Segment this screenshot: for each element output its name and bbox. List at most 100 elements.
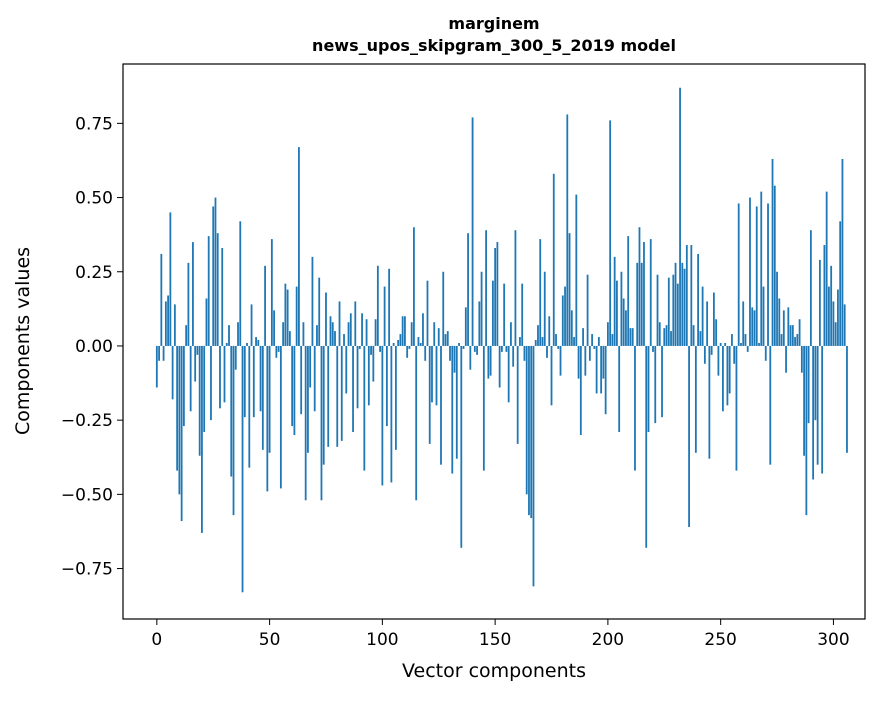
chart-title: marginem: [448, 14, 539, 33]
bar: [347, 322, 350, 346]
bar: [839, 221, 842, 346]
bar: [343, 334, 345, 346]
bar: [541, 337, 544, 346]
bar: [476, 345, 478, 355]
bar: [329, 316, 332, 346]
bar: [645, 345, 648, 548]
bar: [435, 345, 438, 406]
bar: [846, 345, 848, 453]
bar: [322, 345, 325, 465]
bar: [625, 310, 627, 346]
bar: [516, 345, 519, 444]
bar: [221, 248, 224, 346]
x-tick-label: 50: [259, 630, 281, 650]
bar: [500, 345, 503, 352]
bar: [809, 230, 812, 346]
bar: [742, 301, 745, 346]
bar: [399, 334, 402, 346]
bar: [616, 280, 618, 346]
bar: [649, 239, 652, 346]
bar: [189, 345, 192, 412]
bar: [298, 147, 300, 346]
bar: [652, 345, 654, 352]
bar: [388, 268, 391, 346]
bar: [219, 345, 221, 409]
bar: [631, 328, 634, 346]
bar: [773, 185, 776, 346]
bar: [212, 206, 215, 346]
bar: [194, 345, 197, 382]
bar: [791, 325, 794, 346]
bar: [394, 345, 397, 450]
bar: [291, 345, 294, 427]
bar: [588, 345, 591, 361]
x-tick-label: 200: [592, 630, 624, 650]
bar: [676, 283, 679, 346]
bar: [345, 345, 348, 394]
bar: [496, 242, 499, 346]
bar: [379, 345, 381, 352]
bar: [611, 334, 614, 346]
bar: [726, 345, 729, 406]
bar: [363, 345, 366, 471]
bar: [277, 345, 280, 352]
bar: [255, 337, 257, 346]
bar: [250, 304, 253, 346]
bar: [155, 345, 158, 388]
bar: [426, 280, 429, 346]
bar: [442, 271, 445, 346]
bar: [636, 262, 639, 346]
bar: [270, 239, 273, 346]
bar: [548, 316, 551, 346]
y-axis-ticks: −0.75 −0.50 −0.25 0.00 0.25 0.50 0.75: [61, 114, 123, 580]
bar: [606, 322, 609, 346]
bar: [620, 271, 623, 346]
bar: [512, 345, 515, 367]
bar: [719, 342, 722, 346]
bar: [530, 345, 533, 519]
bar: [782, 310, 785, 346]
bar: [595, 345, 598, 394]
bar: [392, 342, 395, 346]
bar: [381, 345, 384, 486]
y-tick-label: 0.00: [75, 337, 113, 357]
bar: [555, 334, 557, 346]
bar: [575, 194, 578, 346]
bar: [482, 345, 485, 471]
bar: [446, 331, 449, 346]
bar: [460, 345, 463, 548]
bar: [577, 345, 580, 379]
bar: [534, 340, 537, 346]
bar: [169, 212, 172, 346]
bar: [591, 334, 593, 346]
bar: [762, 286, 765, 346]
bar: [737, 203, 740, 346]
bar: [372, 345, 375, 382]
bar: [699, 331, 702, 346]
bar: [834, 322, 837, 346]
bar: [803, 345, 805, 456]
bar: [830, 265, 833, 346]
bar: [780, 334, 783, 346]
bar: [431, 345, 433, 403]
bar: [519, 337, 521, 346]
bar: [232, 345, 235, 516]
bar: [778, 298, 781, 346]
bar: [239, 221, 242, 346]
bar: [796, 334, 799, 346]
bar: [234, 345, 237, 370]
y-tick-label: 0.75: [75, 114, 113, 134]
bar: [349, 313, 352, 346]
bar: [584, 345, 587, 376]
bar: [733, 345, 736, 364]
bar: [205, 298, 208, 346]
bar: [503, 283, 506, 346]
bar: [327, 345, 330, 447]
bar: [356, 345, 359, 409]
bar: [376, 265, 379, 346]
y-tick-label: −0.75: [61, 560, 113, 580]
y-axis-label: Components values: [12, 247, 34, 435]
bar: [176, 345, 179, 471]
bar: [279, 345, 282, 489]
